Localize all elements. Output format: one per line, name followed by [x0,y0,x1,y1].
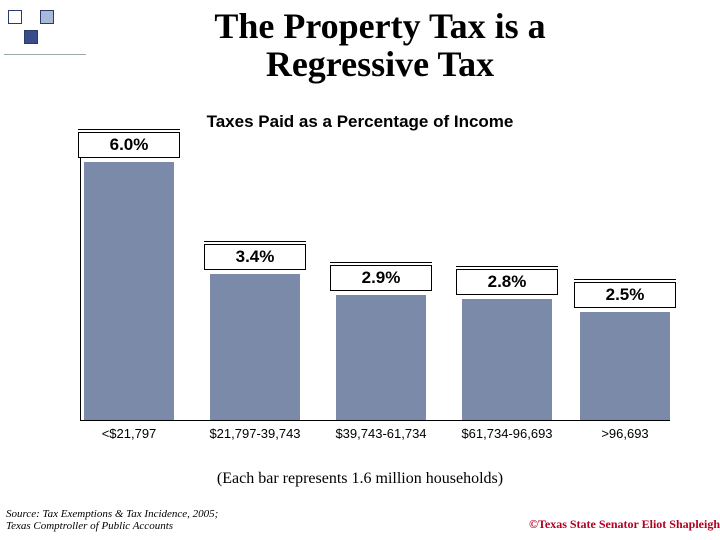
source-citation: Source: Tax Exemptions & Tax Incidence, … [6,508,218,532]
category-label: <$21,797 [69,426,189,441]
chart-footnote: (Each bar represents 1.6 million househo… [0,470,720,488]
bar [84,162,174,420]
bar-label-rule [574,279,676,280]
copyright: ©Texas State Senator Eliot Shapleigh [529,517,720,532]
bar [580,312,670,420]
bar [210,274,300,420]
source-line: Source: Tax Exemptions & Tax Incidence, … [6,508,218,520]
bar-plot: 6.0%3.4%2.9%2.8%2.5% [80,140,670,420]
bar-label-rule [204,241,306,242]
bar-label-rule [78,129,180,130]
bar-value-label: 6.0% [78,132,180,158]
chart-area: 6.0%3.4%2.9%2.8%2.5% <$21,797$21,797-39,… [50,140,670,440]
deco-square-icon [8,10,22,24]
title-line: The Property Tax is a [60,8,700,46]
category-label: $39,743-61,734 [321,426,441,441]
category-label: $21,797-39,743 [195,426,315,441]
source-line: Texas Comptroller of Public Accounts [6,520,218,532]
deco-square-icon [40,10,54,24]
deco-square-icon [24,30,38,44]
bar-value-label: 2.9% [330,265,432,291]
bar-value-label: 2.5% [574,282,676,308]
slide: The Property Tax is aRegressive Tax Taxe… [0,0,720,540]
bar-value-label: 2.8% [456,269,558,295]
bar [462,299,552,420]
title-line: Regressive Tax [60,46,700,84]
slide-title: The Property Tax is aRegressive Tax [60,8,700,84]
category-label: $61,734-96,693 [447,426,567,441]
bar-label-rule [330,262,432,263]
bar-label-rule [456,266,558,267]
x-axis [80,420,670,421]
bar-value-label: 3.4% [204,244,306,270]
bar [336,295,426,420]
category-label: >96,693 [565,426,685,441]
